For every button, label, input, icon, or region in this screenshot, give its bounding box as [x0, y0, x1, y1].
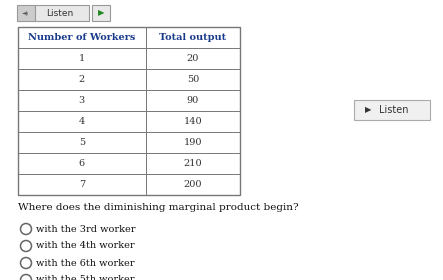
Circle shape: [20, 274, 31, 280]
Text: 90: 90: [187, 96, 199, 105]
Text: 6: 6: [79, 159, 85, 168]
Text: with the 4th worker: with the 4th worker: [36, 241, 135, 251]
Text: 210: 210: [183, 159, 202, 168]
Text: with the 5th worker: with the 5th worker: [36, 276, 135, 280]
Circle shape: [20, 241, 31, 251]
Text: Total output: Total output: [159, 33, 226, 42]
Text: Listen: Listen: [379, 105, 409, 115]
Text: with the 6th worker: with the 6th worker: [36, 258, 135, 267]
Text: Where does the diminishing marginal product begin?: Where does the diminishing marginal prod…: [18, 203, 299, 212]
FancyBboxPatch shape: [35, 5, 89, 21]
Text: 20: 20: [187, 54, 199, 63]
Text: 1: 1: [79, 54, 85, 63]
Circle shape: [20, 258, 31, 269]
Text: Number of Workers: Number of Workers: [28, 33, 136, 42]
Text: ▶: ▶: [98, 8, 104, 17]
Text: 140: 140: [183, 117, 202, 126]
Text: 4: 4: [79, 117, 85, 126]
Text: ▶: ▶: [365, 106, 371, 115]
Circle shape: [20, 223, 31, 235]
Text: Listen: Listen: [46, 8, 73, 17]
Text: 3: 3: [79, 96, 85, 105]
Text: 5: 5: [79, 138, 85, 147]
Text: 190: 190: [183, 138, 202, 147]
Text: 50: 50: [187, 75, 199, 84]
Text: ◄): ◄): [23, 10, 30, 15]
FancyBboxPatch shape: [18, 27, 240, 195]
Text: 200: 200: [183, 180, 202, 189]
FancyBboxPatch shape: [354, 100, 430, 120]
Text: 7: 7: [79, 180, 85, 189]
FancyBboxPatch shape: [92, 5, 110, 21]
Text: 2: 2: [79, 75, 85, 84]
FancyBboxPatch shape: [17, 5, 35, 21]
Text: with the 3rd worker: with the 3rd worker: [36, 225, 136, 234]
